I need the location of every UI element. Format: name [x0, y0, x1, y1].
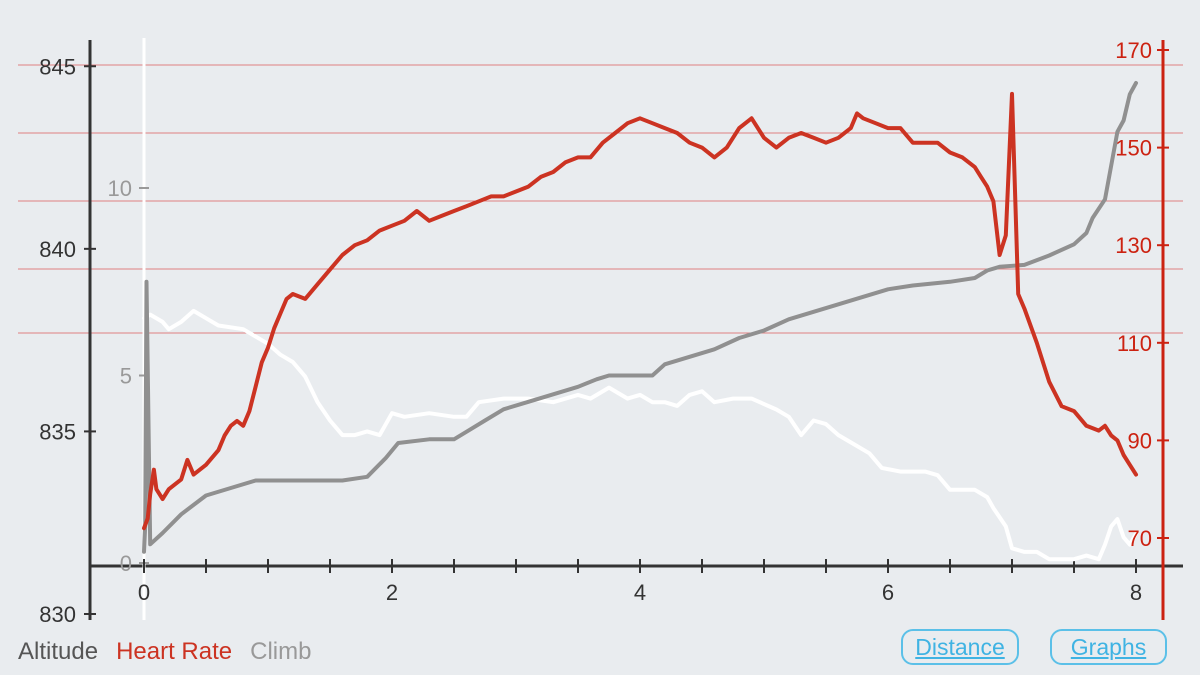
altitude-tick-label: 845 [39, 54, 76, 79]
series-lines [142, 81, 1138, 562]
altitude-tick-label: 830 [39, 602, 76, 627]
x-tick-label: 6 [882, 580, 894, 605]
series-altitude-line [142, 308, 1138, 562]
heart-rate-tick-label: 130 [1115, 233, 1152, 258]
heart-rate-tick-label: 170 [1115, 38, 1152, 63]
legend: Altitude Heart Rate Climb [18, 638, 311, 666]
heart-rate-tick-label: 70 [1128, 526, 1152, 551]
heart-rate-tick-label: 110 [1117, 331, 1152, 356]
climb-tick-label: 5 [120, 364, 132, 389]
x-tick-label: 0 [138, 580, 150, 605]
heart-rate-tick-label: 90 [1128, 428, 1152, 453]
legend-heart-rate: Heart Rate [116, 638, 233, 665]
altitude-tick-label: 835 [39, 419, 76, 444]
series-climb-line [142, 81, 1138, 554]
tick-labels: 830 835 840 845 0 5 10 70 90 110 130 150 170 0 2 4 6 8 [39, 38, 1152, 627]
climb-tick-label: 10 [108, 176, 132, 201]
legend-climb: Climb [250, 638, 312, 665]
distance-button[interactable]: Distance [901, 629, 1019, 665]
altitude-tick-label: 840 [39, 237, 76, 262]
series-heart-rate-line [142, 91, 1138, 531]
climb-tick-label: 0 [120, 551, 132, 576]
graphs-button[interactable]: Graphs [1050, 629, 1167, 665]
x-tick-label: 2 [386, 580, 398, 605]
x-tick-label: 4 [634, 580, 646, 605]
axes [84, 38, 1183, 620]
x-tick-label: 8 [1130, 580, 1142, 605]
heart-rate-tick-label: 150 [1115, 136, 1152, 161]
legend-altitude: Altitude [18, 638, 99, 665]
